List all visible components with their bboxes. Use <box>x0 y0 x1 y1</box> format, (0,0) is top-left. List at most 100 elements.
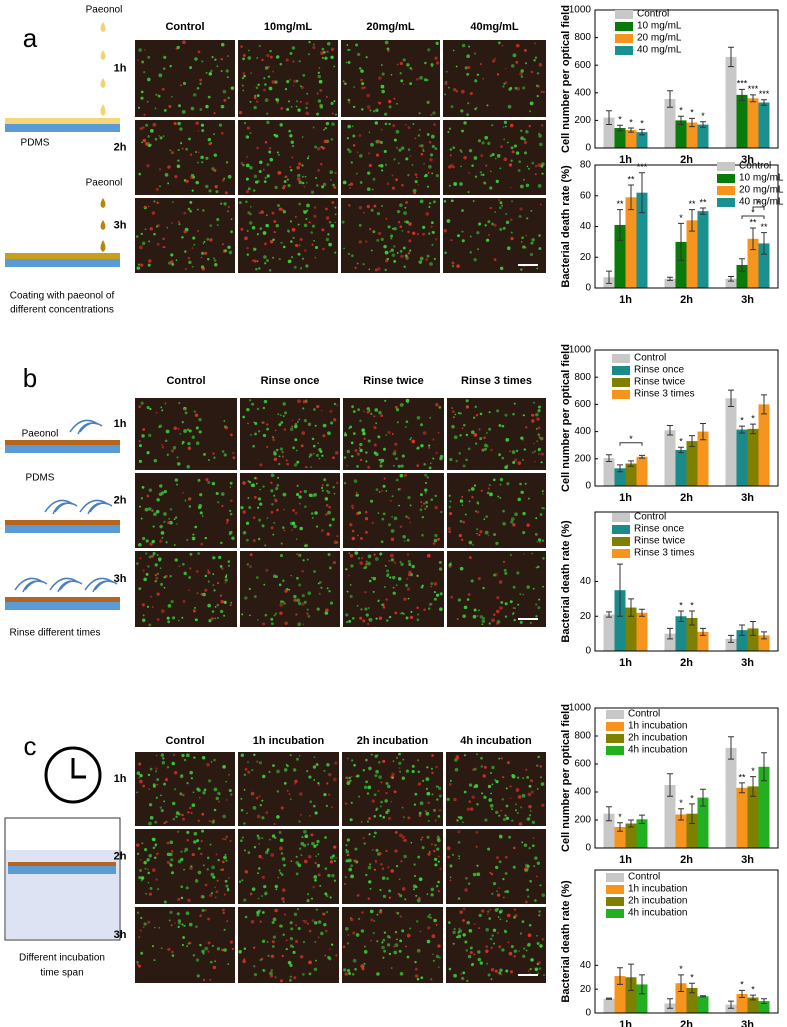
cell <box>303 844 306 847</box>
cell <box>139 869 142 872</box>
cell <box>250 892 253 895</box>
cell <box>345 849 347 851</box>
cell <box>378 76 382 80</box>
cell <box>488 917 491 920</box>
cell <box>287 179 289 181</box>
cell <box>245 200 248 203</box>
x-tick-label: 1h <box>619 294 632 306</box>
cell <box>274 458 277 461</box>
cell <box>351 254 354 257</box>
cell <box>225 836 228 839</box>
cell <box>312 919 315 922</box>
cell <box>199 797 201 799</box>
cell <box>536 418 539 421</box>
cell <box>347 758 349 760</box>
cell <box>308 155 310 157</box>
cell <box>344 482 346 484</box>
cell <box>409 82 412 85</box>
bar <box>737 788 748 848</box>
cell <box>419 145 421 147</box>
cell <box>480 413 483 416</box>
significance: * <box>679 106 683 116</box>
cell <box>263 885 266 888</box>
cell <box>365 563 368 566</box>
cell <box>393 592 396 595</box>
cell <box>364 608 367 611</box>
cell <box>434 147 437 150</box>
cell <box>400 525 403 528</box>
cell <box>433 200 436 203</box>
cell <box>277 477 279 479</box>
cell <box>215 890 218 893</box>
cell <box>143 861 146 864</box>
cell <box>289 793 291 795</box>
cell <box>296 598 300 602</box>
cell <box>404 898 406 900</box>
cell <box>392 433 394 435</box>
cell <box>357 151 359 153</box>
cell <box>506 920 508 922</box>
cell <box>362 837 364 839</box>
cell <box>247 761 249 763</box>
bar <box>748 429 759 486</box>
cell <box>439 406 442 409</box>
cell <box>356 494 359 497</box>
cell <box>289 134 292 137</box>
cell <box>298 495 301 498</box>
cell <box>140 917 142 919</box>
cell <box>291 106 293 108</box>
cell <box>503 126 505 128</box>
cell <box>228 565 230 567</box>
cell <box>499 580 503 584</box>
cell <box>270 618 273 621</box>
cell <box>535 615 537 617</box>
cell <box>511 820 513 822</box>
cell <box>381 85 385 89</box>
cell <box>439 561 442 564</box>
cell <box>452 146 455 149</box>
cell <box>405 516 407 518</box>
cell <box>458 412 460 414</box>
cell <box>477 74 479 76</box>
cell <box>375 860 377 862</box>
cell <box>387 809 390 812</box>
cell <box>408 563 411 566</box>
cell <box>222 861 225 864</box>
cell <box>382 868 384 870</box>
cell <box>182 936 185 939</box>
cell <box>450 148 452 150</box>
cell <box>186 180 189 183</box>
cell <box>512 450 516 454</box>
cell <box>522 86 525 89</box>
cell <box>227 55 229 57</box>
cell <box>348 61 351 64</box>
cell <box>264 180 267 183</box>
cell <box>413 863 415 865</box>
cell <box>346 777 349 780</box>
cell <box>460 973 462 975</box>
cell <box>307 843 309 845</box>
cell <box>304 601 307 604</box>
cell <box>145 124 148 127</box>
cell <box>481 909 484 912</box>
cell <box>452 166 455 169</box>
cell <box>210 844 212 846</box>
cell <box>378 775 382 779</box>
cell <box>370 413 372 415</box>
cell <box>394 561 397 564</box>
cell <box>215 190 218 193</box>
cell <box>205 575 208 578</box>
cell <box>301 570 304 573</box>
cell <box>489 484 491 486</box>
cell <box>214 887 216 889</box>
cell <box>362 619 365 622</box>
cell <box>200 543 203 546</box>
cell <box>363 567 365 569</box>
cell <box>504 569 507 572</box>
cell <box>350 918 354 922</box>
cell <box>334 860 336 862</box>
cell <box>177 898 180 901</box>
cell <box>538 133 540 135</box>
cell <box>453 798 457 802</box>
cell <box>297 421 299 423</box>
